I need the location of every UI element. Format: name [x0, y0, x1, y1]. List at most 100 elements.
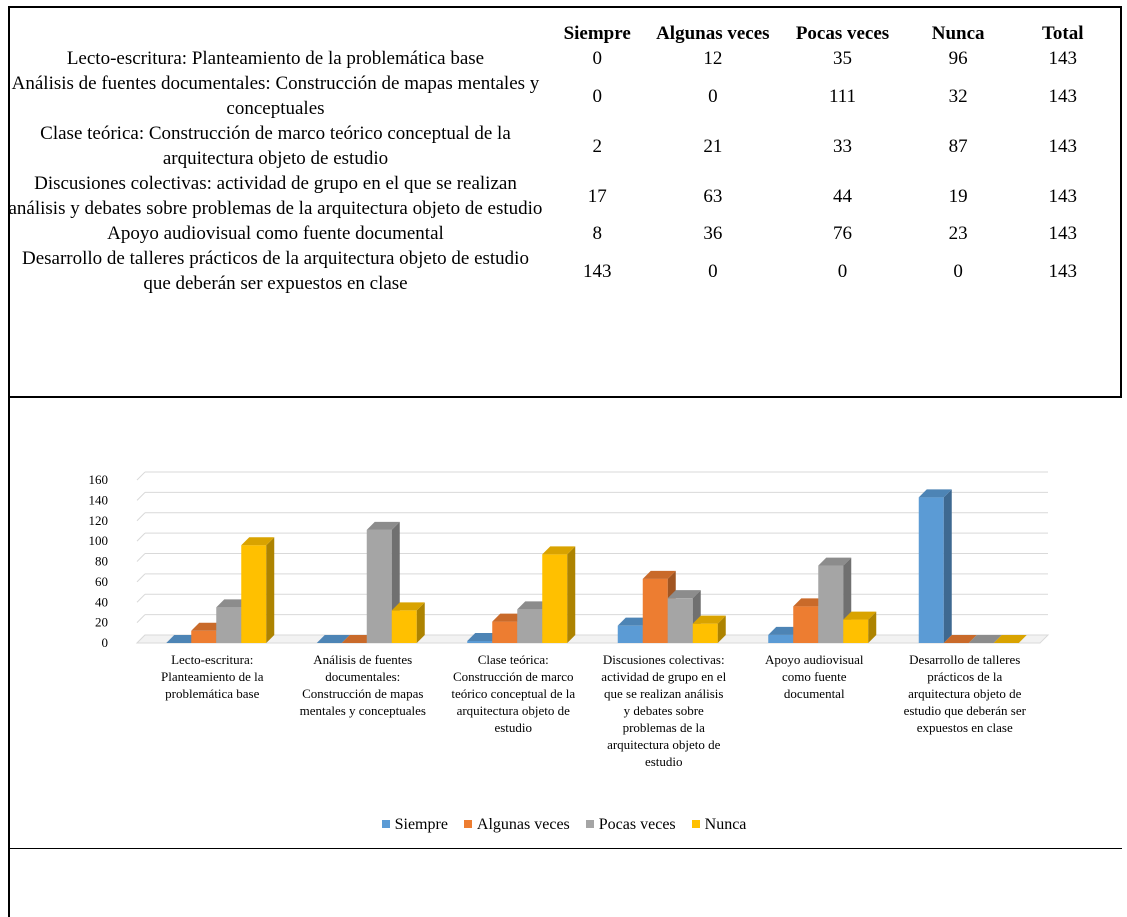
x-category-label: problemática base	[165, 686, 259, 701]
bar-top	[993, 635, 1027, 643]
table-row: Desarrollo de talleres prácticos de la a…	[8, 246, 1112, 296]
header-blank	[8, 22, 551, 46]
bar-front	[692, 623, 718, 643]
right-border-upper	[1120, 6, 1122, 398]
y-tick-label: 20	[95, 615, 108, 630]
chart-floor	[135, 634, 1050, 644]
header-siempre: Siempre	[563, 23, 631, 44]
row-label: Apoyo audiovisual como fuente documental	[107, 223, 444, 244]
x-category-label: y debates sobre	[624, 703, 704, 718]
cell-pocas-veces: 35	[833, 48, 852, 69]
bar-front	[216, 607, 242, 643]
cell-nunca: 23	[948, 223, 968, 244]
bar-front	[617, 625, 643, 643]
bar-front	[191, 630, 217, 643]
y-tick-label: 140	[89, 492, 109, 507]
x-category-label: Lecto-escritura:	[171, 652, 253, 667]
table-row: Análisis de fuentes documentales: Constr…	[8, 71, 1112, 121]
y-tick-label: 40	[95, 594, 108, 609]
gridline-side	[136, 593, 146, 603]
legend-label: Siempre	[394, 816, 448, 833]
x-category-label: Discusiones colectivas:	[603, 652, 725, 667]
cell-siempre: 2	[592, 135, 602, 157]
x-category-label: teórico conceptual de la	[451, 686, 575, 701]
x-category-label: Planteamiento de la	[161, 669, 264, 684]
bar-top	[241, 537, 275, 546]
bar-top	[943, 635, 977, 643]
x-category-label: actividad de grupo en el	[601, 669, 726, 684]
x-category-label: problemas de la	[623, 720, 706, 735]
row-label: Lecto-escritura: Planteamiento de la pro…	[66, 48, 485, 69]
cell-pocas-veces: 44	[833, 185, 852, 207]
cell-total: 143	[1048, 223, 1077, 244]
legend-item-pocas-veces: Pocas veces	[585, 816, 676, 834]
bar-top	[216, 599, 250, 608]
data-table-section: Siempre Algunas veces Pocas veces Nunca …	[8, 8, 1120, 396]
x-category-label: estudio	[494, 720, 532, 735]
legend-item-algunas-veces: Algunas veces	[463, 816, 570, 834]
bar-top	[366, 521, 400, 530]
bar-front	[642, 578, 668, 643]
bar-top	[642, 570, 676, 579]
bar-top	[316, 635, 350, 643]
cell-total: 143	[1048, 135, 1077, 157]
x-category-label: Construcción de marco	[453, 669, 574, 684]
cell-nunca: 32	[948, 85, 968, 107]
legend-label: Pocas veces	[598, 816, 676, 833]
table-row: Lecto-escritura: Planteamiento de la pro…	[8, 46, 1112, 71]
chart-section: 0 20 40 60 80 100 120 140 160 Lecto-escritura: Pla…	[8, 400, 1120, 850]
table-row: Apoyo audiovisual como fuente documental…	[8, 221, 1112, 246]
row-label: Análisis de fuentes documentales: Constr…	[11, 73, 540, 119]
bar-top	[467, 632, 501, 641]
x-category-label: arquitectura objeto de	[607, 737, 721, 752]
x-category-label: que se realizan análisis	[604, 686, 723, 701]
x-category-label: como fuente	[782, 669, 847, 684]
x-category-label: Desarrollo de talleres	[909, 652, 1020, 667]
x-category-label: prácticos de la	[927, 669, 1002, 684]
legend-label: Algunas veces	[476, 816, 570, 833]
gridline-side	[136, 492, 146, 501]
legend-item-nunca: Nunca	[691, 816, 746, 834]
cell-algunas-veces: 0	[708, 260, 718, 282]
bar-side	[868, 611, 877, 643]
bar-front	[542, 554, 568, 643]
bar-front	[366, 529, 392, 643]
y-tick-label: 120	[89, 513, 109, 528]
table-row: Discusiones colectivas: actividad de gru…	[8, 171, 1112, 221]
bar-top	[492, 613, 526, 622]
bar-top	[542, 546, 576, 555]
bar-side	[416, 602, 425, 643]
bar-top	[793, 598, 827, 607]
x-category-label: Análisis de fuentes	[313, 652, 412, 667]
cell-pocas-veces: 76	[833, 223, 852, 244]
bar-front	[818, 565, 844, 643]
gridline-side	[136, 573, 146, 583]
header-pocas-veces: Pocas veces	[795, 23, 890, 44]
bar-top	[843, 611, 877, 620]
x-category-label: mentales y conceptuales	[300, 703, 426, 718]
cell-siempre: 0	[592, 85, 602, 107]
cell-nunca: 19	[948, 185, 968, 207]
cell-siempre: 0	[592, 48, 602, 69]
legend-swatch-algunas-veces	[463, 820, 472, 828]
bar-top	[818, 557, 852, 566]
cell-algunas-veces: 63	[703, 185, 723, 207]
x-category-label: documental	[784, 686, 845, 701]
y-tick-label: 80	[95, 554, 108, 569]
cell-total: 143	[1048, 85, 1077, 107]
bar-top	[166, 635, 200, 643]
cell-algunas-veces: 21	[703, 135, 723, 157]
cell-pocas-veces: 111	[828, 85, 857, 107]
bar-top	[667, 590, 701, 599]
y-tick-label: 0	[102, 635, 109, 650]
cell-siempre: 143	[582, 260, 612, 282]
bar-top	[768, 626, 802, 635]
bar-side	[567, 546, 576, 643]
cell-siempre: 17	[587, 185, 607, 207]
y-tick-label: 100	[89, 533, 109, 548]
bar-front	[793, 606, 819, 643]
x-category-label: documentales:	[325, 669, 400, 684]
gridline-side	[136, 553, 146, 562]
x-category-label: Apoyo audiovisual	[765, 652, 864, 667]
legend-swatch-siempre	[381, 820, 390, 828]
